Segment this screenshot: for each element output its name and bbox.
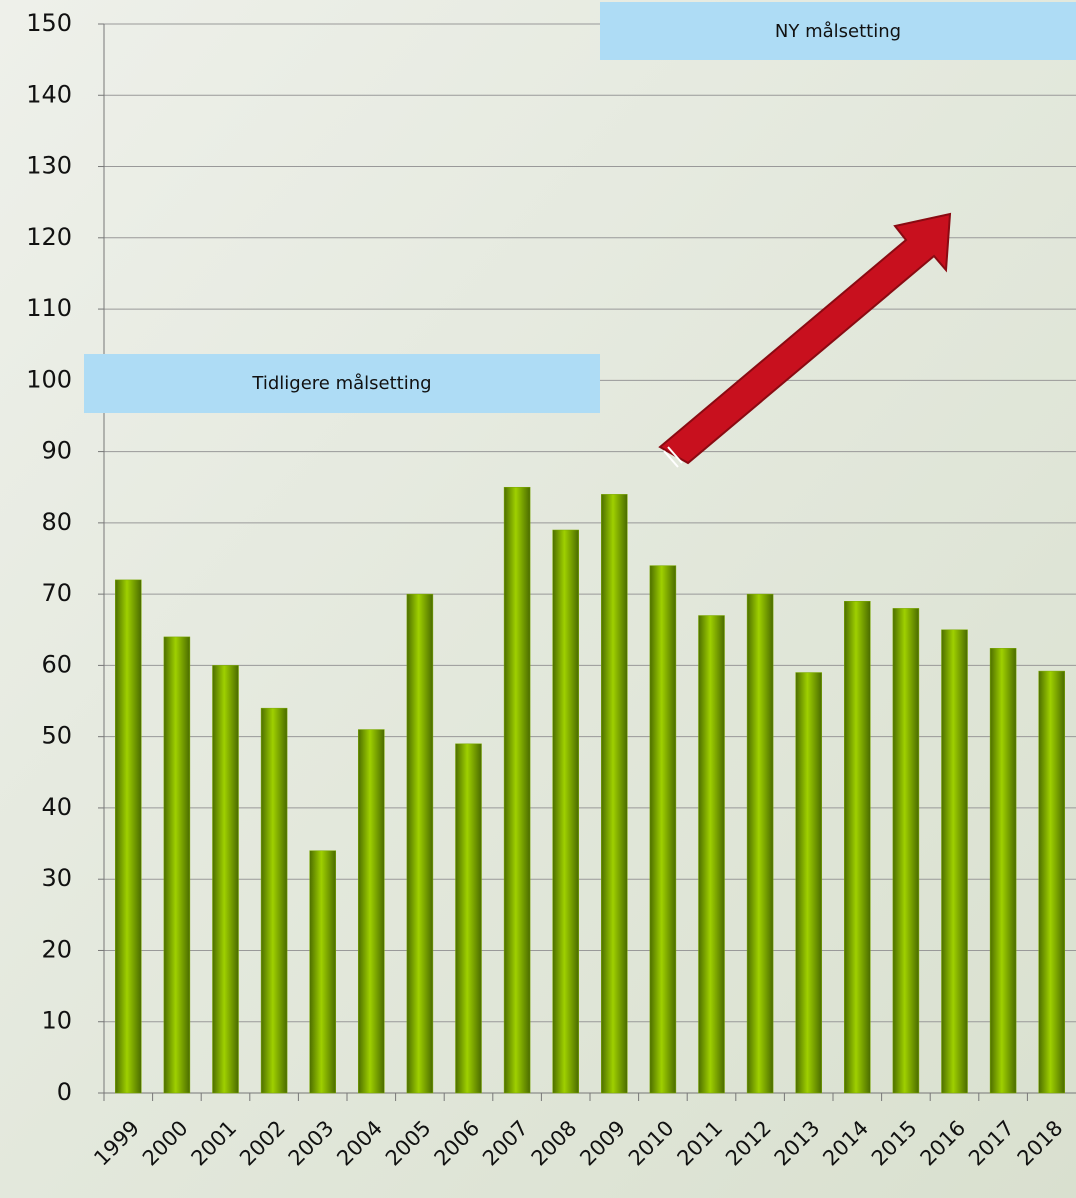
bar: [358, 730, 384, 1093]
y-tick-label: 70: [41, 579, 72, 607]
y-tick-label: 50: [41, 722, 72, 750]
bar: [844, 601, 870, 1093]
y-tick-label: 120: [26, 223, 72, 251]
y-tick-label: 60: [41, 650, 72, 678]
bar: [310, 851, 336, 1093]
y-tick-label: 100: [26, 365, 72, 393]
bar: [942, 630, 968, 1093]
bar: [504, 487, 530, 1093]
bar: [164, 637, 190, 1093]
y-tick-label: 140: [26, 80, 72, 108]
y-tick-label: 0: [57, 1078, 72, 1106]
chart: NY målsetting Tidligere målsetting 0 10 20…: [0, 0, 1076, 1198]
y-tick-label: 150: [26, 9, 72, 37]
y-tick-label: 130: [26, 152, 72, 180]
annotation: NY målsetting: [775, 21, 901, 42]
bar: [796, 673, 822, 1093]
y-tick-label: 20: [41, 935, 72, 963]
y-tick-label: 40: [41, 793, 72, 821]
bar: [261, 708, 287, 1093]
y-tick-label: 110: [26, 294, 72, 322]
y-tick-label: 30: [41, 864, 72, 892]
bar: [115, 580, 141, 1093]
bar: [650, 566, 676, 1093]
bar: [747, 594, 773, 1093]
y-tick-label: 90: [41, 437, 72, 465]
bar: [601, 494, 627, 1093]
y-tick-label: 80: [41, 508, 72, 536]
bar: [1039, 671, 1065, 1093]
bar: [893, 608, 919, 1093]
bar: [990, 648, 1016, 1093]
bar: [699, 616, 725, 1093]
annotation: Tidligere målsetting: [251, 373, 431, 394]
bar: [407, 594, 433, 1093]
bar: [213, 665, 239, 1093]
y-tick-label: 10: [41, 1007, 72, 1035]
bar: [553, 530, 579, 1093]
bar: [456, 744, 482, 1093]
